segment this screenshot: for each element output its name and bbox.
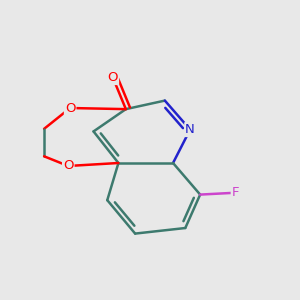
Text: O: O (108, 71, 118, 84)
Text: O: O (65, 101, 75, 115)
Text: N: N (185, 123, 195, 136)
Text: F: F (232, 186, 239, 199)
Text: O: O (63, 160, 74, 172)
